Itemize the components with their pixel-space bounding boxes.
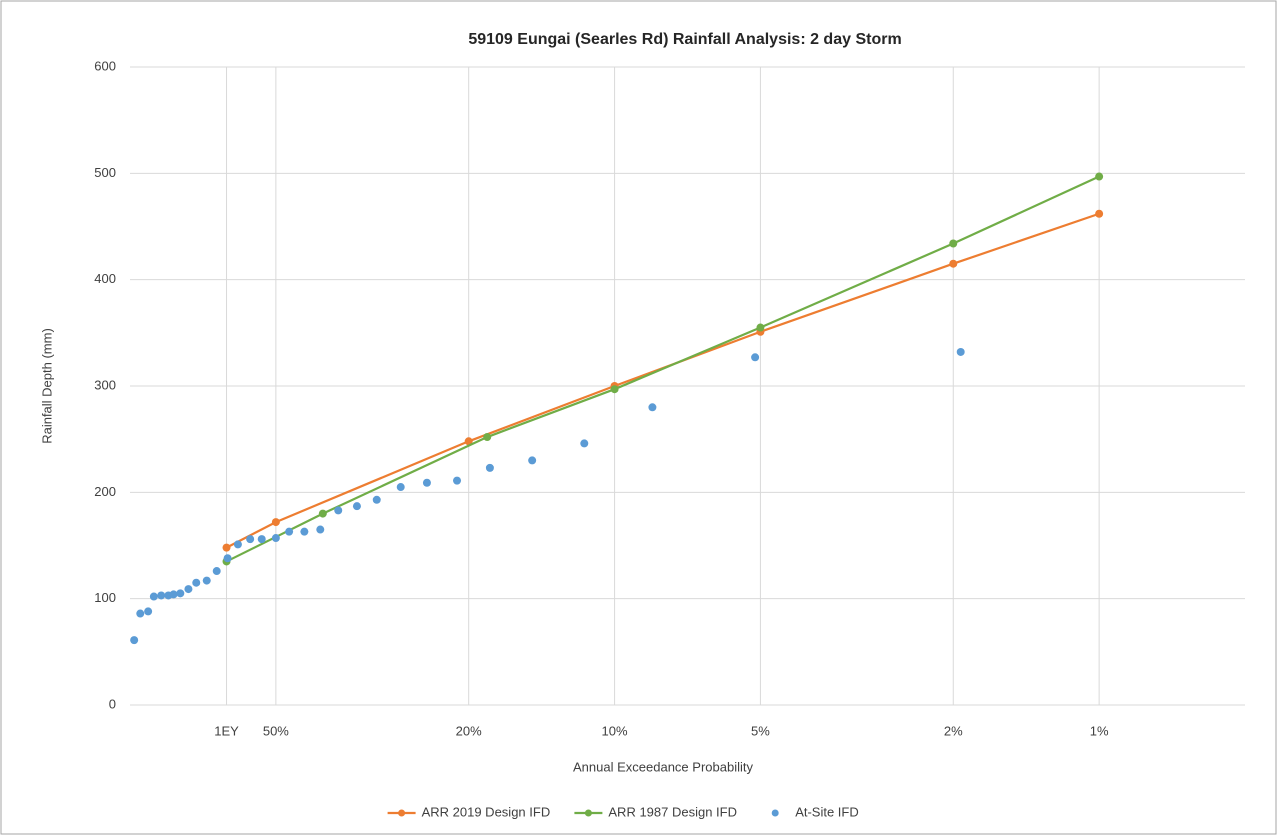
x-tick-label: 5%	[751, 723, 770, 738]
data-point	[271, 534, 280, 543]
legend-marker	[584, 809, 592, 817]
legend-marker	[398, 809, 406, 817]
x-tick-label: 20%	[456, 723, 482, 738]
data-point	[222, 543, 231, 552]
x-tick-label: 50%	[263, 723, 289, 738]
legend-label: ARR 2019 Design IFD	[422, 804, 551, 819]
x-tick-label: 1%	[1090, 723, 1109, 738]
data-point	[212, 567, 221, 576]
data-point	[318, 509, 327, 518]
data-point	[483, 433, 492, 442]
y-tick-label: 0	[109, 696, 116, 711]
data-point	[396, 483, 405, 492]
data-point	[610, 385, 619, 394]
data-point	[751, 353, 760, 362]
y-tick-label: 400	[94, 271, 116, 286]
data-point	[184, 585, 193, 594]
data-point	[285, 527, 294, 536]
x-tick-label: 1EY	[214, 723, 239, 738]
data-point	[192, 578, 201, 587]
data-point	[756, 323, 765, 332]
data-point	[257, 535, 266, 544]
data-point	[300, 527, 309, 536]
data-point	[169, 590, 178, 599]
y-tick-label: 200	[94, 484, 116, 499]
data-point	[453, 476, 462, 485]
x-tick-label: 2%	[944, 723, 963, 738]
data-point	[223, 554, 232, 563]
data-point	[316, 525, 325, 534]
data-point	[202, 576, 211, 585]
data-point	[130, 636, 139, 645]
data-point	[528, 456, 537, 465]
data-point	[1095, 209, 1104, 218]
data-point	[372, 495, 381, 504]
data-point	[176, 589, 185, 598]
data-point	[157, 591, 166, 600]
data-point	[233, 540, 242, 549]
data-point	[136, 609, 145, 618]
data-point	[648, 403, 657, 412]
data-point	[956, 347, 965, 356]
data-point	[422, 478, 431, 487]
data-point	[485, 463, 494, 472]
x-axis-title: Annual Exceedance Probability	[573, 759, 753, 774]
chart-title: 59109 Eungai (Searles Rd) Rainfall Analy…	[468, 31, 901, 48]
data-point	[334, 506, 343, 515]
y-tick-label: 500	[94, 165, 116, 180]
legend-marker	[771, 809, 779, 817]
data-point	[580, 439, 589, 448]
data-point	[271, 518, 280, 527]
y-tick-label: 300	[94, 377, 116, 392]
y-tick-label: 600	[94, 58, 116, 73]
y-tick-label: 100	[94, 590, 116, 605]
data-point	[149, 592, 158, 601]
data-point	[949, 259, 958, 268]
legend-label: ARR 1987 Design IFD	[608, 804, 737, 819]
y-axis-title: Rainfall Depth (mm)	[39, 328, 54, 444]
data-point	[949, 239, 958, 248]
data-point	[352, 502, 361, 511]
data-point	[246, 535, 255, 544]
data-point	[1095, 172, 1104, 181]
data-point	[464, 437, 473, 446]
x-tick-label: 10%	[602, 723, 628, 738]
data-point	[144, 607, 153, 616]
legend-label: At-Site IFD	[795, 804, 859, 819]
